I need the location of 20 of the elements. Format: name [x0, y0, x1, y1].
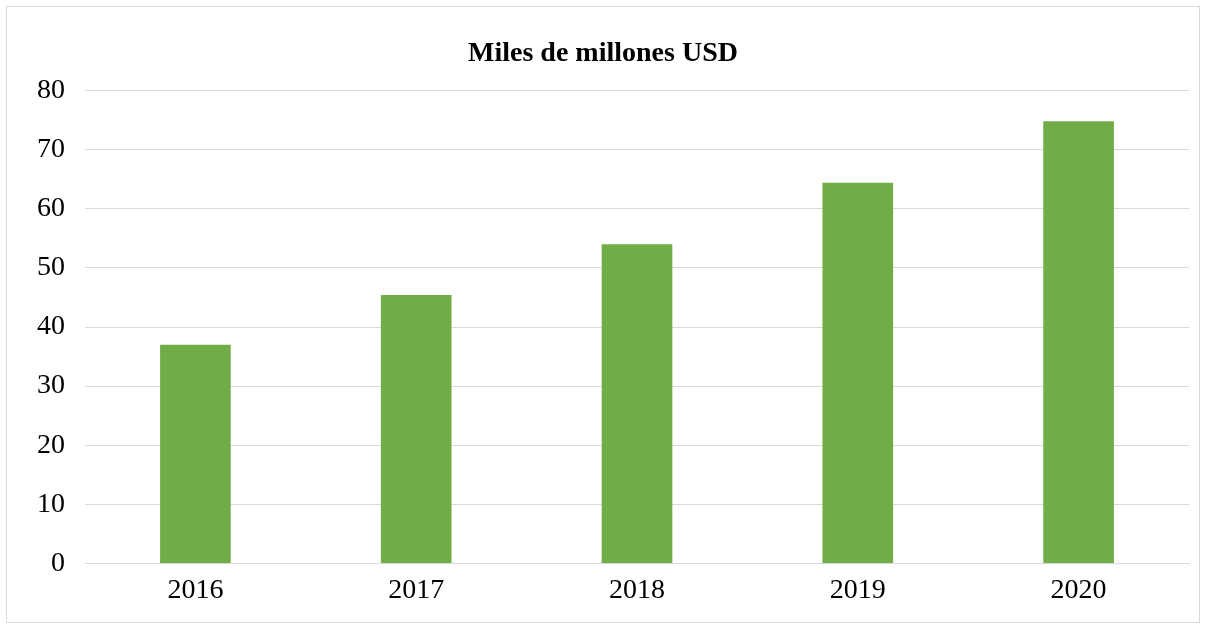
bar	[380, 295, 452, 563]
y-tick-label: 40	[37, 309, 65, 341]
y-tick-label: 20	[37, 427, 65, 459]
y-tick-label: 0	[51, 545, 65, 577]
y-tick-label: 30	[37, 368, 65, 400]
x-tick-label: 2016	[167, 572, 224, 604]
bar	[822, 182, 894, 563]
x-tick-label: 2017	[388, 572, 445, 604]
bar	[160, 344, 231, 563]
y-tick-label: 10	[37, 486, 65, 518]
y-tick-label: 60	[37, 191, 65, 223]
y-tick-label: 50	[37, 250, 65, 282]
x-tick-label: 2019	[829, 572, 886, 604]
bar	[601, 244, 673, 563]
chart-title: Miles de millones USD	[468, 36, 738, 68]
y-tick-label: 70	[37, 132, 65, 164]
x-tick-label: 2018	[609, 572, 665, 604]
bar	[1043, 121, 1114, 563]
y-tick-label: 80	[37, 72, 65, 104]
x-tick-label: 2020	[1050, 572, 1107, 604]
